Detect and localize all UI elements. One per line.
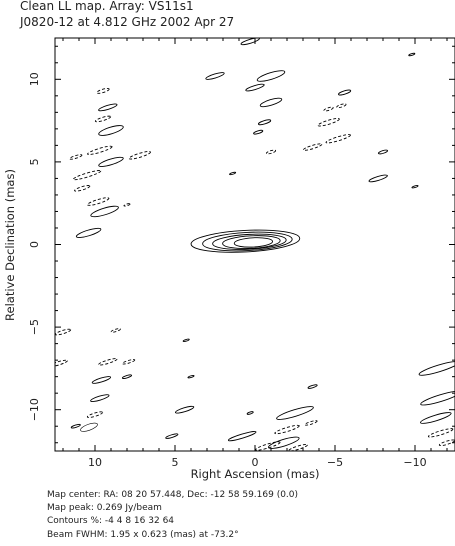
y-tick-label: 0	[28, 241, 41, 248]
negative-contour	[274, 424, 300, 435]
positive-contour	[229, 171, 237, 176]
core-contour-8	[202, 231, 293, 252]
negative-contour	[87, 197, 110, 206]
negative-contour	[128, 151, 151, 160]
positive-contour	[121, 374, 133, 379]
core-contour-4	[190, 229, 301, 253]
positive-contour	[408, 52, 416, 57]
positive-contour	[182, 338, 190, 342]
negative-contour	[317, 118, 340, 127]
positive-contour	[307, 384, 318, 389]
map-peak-info: Map peak: 0.269 Jy/beam	[47, 503, 162, 513]
negative-contour	[304, 420, 318, 426]
negative-contour	[110, 328, 121, 333]
negative-contour	[325, 134, 351, 144]
positive-contour	[90, 394, 110, 402]
positive-contour	[75, 227, 102, 238]
positive-contour	[259, 97, 283, 108]
beam-outline	[80, 422, 98, 432]
negative-contour	[94, 115, 112, 123]
negative-contour	[96, 87, 110, 94]
positive-contour	[165, 433, 179, 439]
positive-contour	[227, 431, 257, 442]
positive-contour	[98, 125, 124, 136]
positive-contour	[90, 205, 119, 218]
positive-contour	[338, 89, 352, 96]
y-tick-label: 5	[28, 158, 41, 165]
core-contour-16	[212, 233, 287, 250]
positive-contour	[420, 390, 455, 406]
negative-contour	[302, 143, 323, 151]
negative-contour	[255, 441, 281, 451]
negative-contour	[98, 358, 118, 366]
positive-contour	[256, 70, 286, 82]
contour-layer	[55, 38, 455, 451]
negative-contour	[123, 203, 131, 207]
positive-contour	[258, 119, 272, 126]
map-center-info: Map center: RA: 08 20 57.448, Dec: -12 5…	[47, 490, 298, 500]
positive-contour	[420, 412, 452, 424]
plot-frame	[54, 37, 455, 452]
negative-contour	[427, 428, 454, 438]
negative-contour	[72, 170, 102, 181]
core-contour-32	[222, 235, 281, 249]
contour-levels-info: Contours %: -4 4 8 16 32 64	[47, 516, 174, 526]
positive-contour	[418, 361, 455, 376]
positive-contour	[253, 129, 264, 135]
positive-contour	[174, 405, 195, 414]
map-title: Clean LL map. Array: VS11s1	[20, 0, 194, 13]
positive-contour	[276, 406, 314, 420]
negative-contour	[55, 359, 68, 368]
x-tick-label: −5	[327, 456, 343, 469]
positive-contour	[70, 423, 81, 429]
negative-contour	[323, 106, 334, 112]
x-axis-label: Right Ascension (mas)	[191, 467, 320, 481]
negative-contour	[55, 328, 72, 336]
positive-contour	[98, 156, 124, 167]
negative-contour	[336, 103, 347, 109]
negative-contour	[87, 145, 113, 155]
y-tick-label: −5	[28, 319, 41, 335]
positive-contour	[411, 185, 419, 189]
x-tick-label: −10	[403, 456, 426, 469]
positive-contour	[377, 149, 389, 155]
positive-contour	[205, 72, 225, 80]
beam-fwhm-info: Beam FWHM: 1.95 x 0.623 (mas) at -73.2°	[47, 530, 239, 540]
y-tick-label: −10	[28, 398, 41, 421]
plot-area: 10 5 0 −5 −10 10 5 0 −5 −10	[28, 37, 455, 469]
x-tick-label: 0	[252, 456, 259, 469]
axis-ticks: 10 5 0 −5 −10 10 5 0 −5 −10	[28, 38, 455, 469]
y-tick-label: 10	[28, 72, 41, 86]
negative-contour	[265, 149, 277, 155]
positive-contour	[246, 411, 254, 415]
y-axis-label: Relative Declination (mas)	[3, 169, 17, 321]
x-tick-label: 10	[88, 456, 102, 469]
negative-contour	[74, 185, 91, 192]
negative-contour	[122, 359, 136, 365]
positive-contour	[245, 83, 265, 92]
negative-contour	[288, 444, 308, 451]
positive-contour	[98, 103, 118, 112]
positive-contour	[368, 174, 388, 183]
negative-contour	[69, 154, 83, 160]
negative-contour	[86, 411, 104, 418]
core-contour-64	[233, 237, 274, 248]
x-tick-label: 5	[172, 456, 179, 469]
positive-contour	[91, 376, 112, 384]
positive-contour	[268, 436, 300, 449]
map-subtitle: J0820-12 at 4.812 GHz 2002 Apr 27	[19, 15, 234, 29]
positive-contour	[187, 374, 195, 379]
